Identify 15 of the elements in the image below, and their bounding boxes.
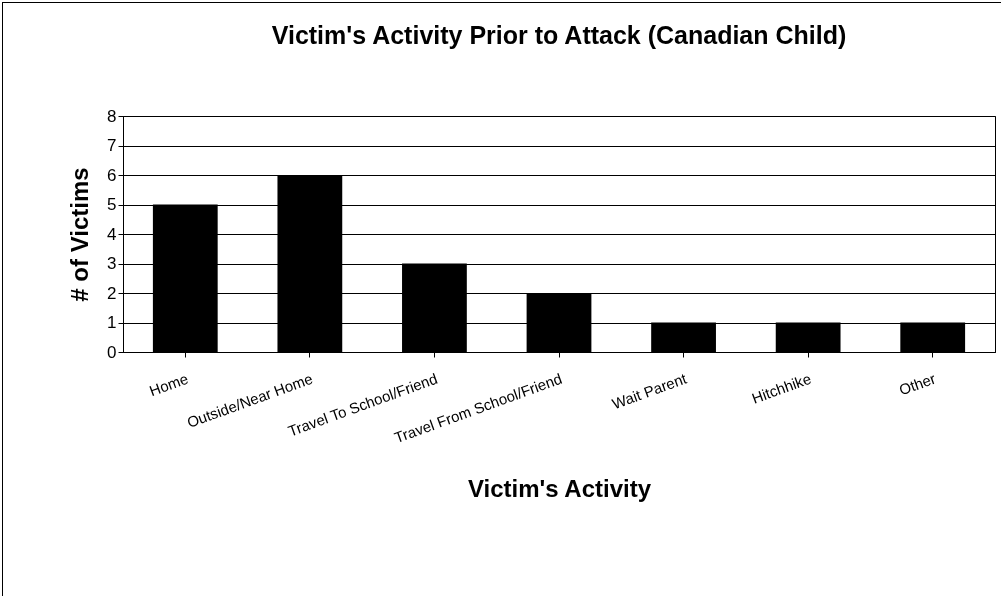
y-tick-label: 2 bbox=[107, 283, 117, 303]
y-tick-label: 7 bbox=[107, 136, 117, 155]
y-tick-label: 8 bbox=[107, 106, 117, 126]
chart-title: Victim's Activity Prior to Attack (Canadian Child) bbox=[271, 21, 847, 49]
y-tick-label: 6 bbox=[107, 165, 117, 185]
y-tick-label: 0 bbox=[107, 342, 117, 362]
y-tick-label: 4 bbox=[107, 224, 117, 244]
x-axis-title: Victim's Activity bbox=[467, 475, 652, 503]
y-tick-label: 5 bbox=[107, 195, 117, 214]
x-tick-label: Home bbox=[147, 369, 191, 400]
y-tick-label: 1 bbox=[107, 313, 117, 332]
y-tick-label: 3 bbox=[107, 254, 117, 273]
x-tick-label: Wait Parent bbox=[609, 369, 690, 413]
x-tick-label: Other bbox=[896, 369, 938, 399]
y-axis-title: # of Victims bbox=[66, 167, 94, 302]
